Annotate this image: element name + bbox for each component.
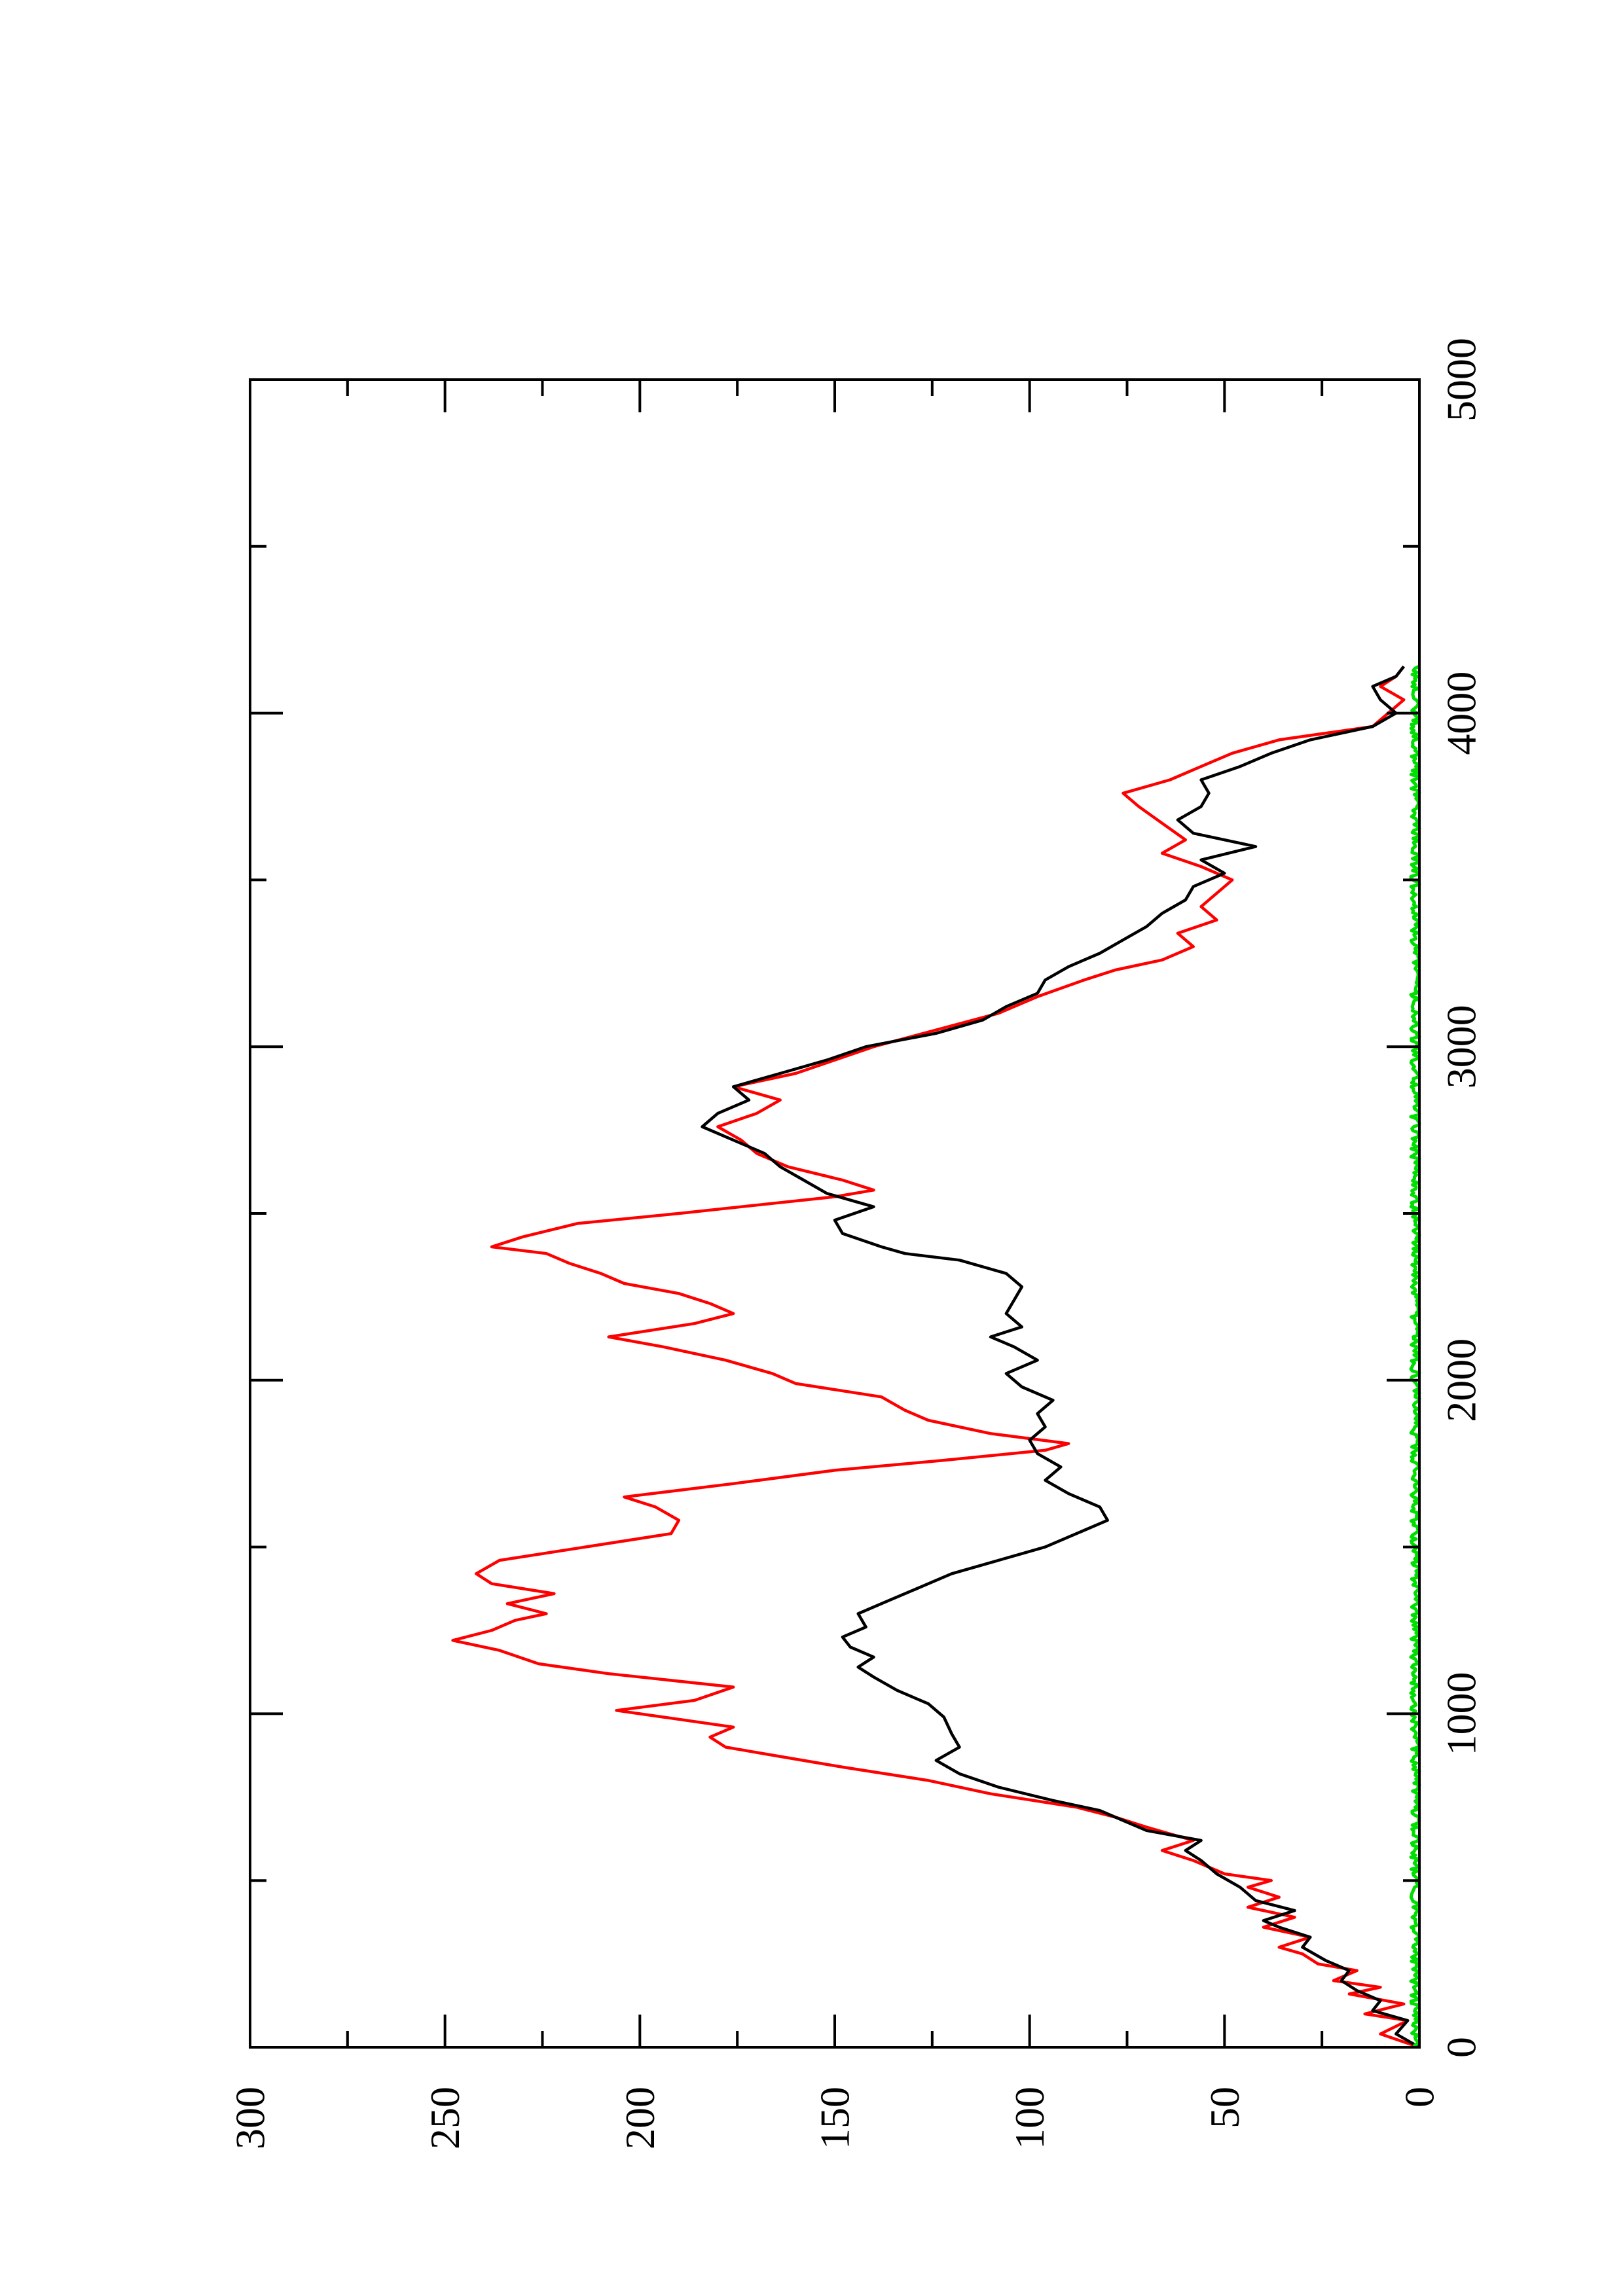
series-line-2 <box>701 665 1421 2049</box>
y-tick-label: 50 <box>1201 2087 1248 2128</box>
plot-area <box>451 665 1421 2049</box>
x-tick-label: 5000 <box>1438 338 1485 422</box>
y-tick-label: 0 <box>1396 2087 1443 2108</box>
x-tick-label: 4000 <box>1438 672 1485 755</box>
axis-ticks <box>249 378 1421 2049</box>
x-tick-label: 1000 <box>1438 1672 1485 1755</box>
axis-tick-labels: 0 1000 2000 3000 4000 5000 0 50 100 150 200 250 300 <box>227 338 1485 2149</box>
y-tick-label: 300 <box>227 2087 274 2149</box>
plot-frame <box>249 378 1421 2049</box>
x-tick-label: 2000 <box>1438 1338 1485 1422</box>
y-tick-label: 250 <box>422 2087 468 2149</box>
y-tick-label: 200 <box>617 2087 663 2149</box>
y-tick-label: 100 <box>1006 2087 1053 2149</box>
y-tick-label: 150 <box>812 2087 858 2149</box>
x-tick-label: 3000 <box>1438 1005 1485 1088</box>
x-tick-label: 0 <box>1438 2037 1485 2058</box>
series-line-1 <box>451 665 1420 2049</box>
